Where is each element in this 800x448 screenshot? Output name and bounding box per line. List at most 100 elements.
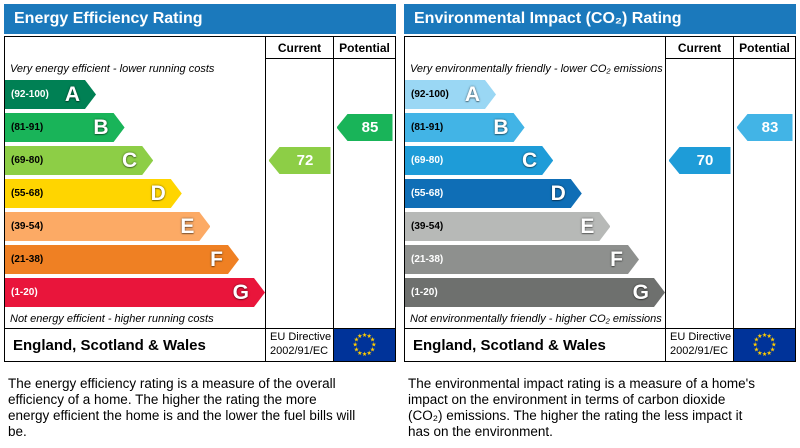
current-column-cell [265,78,333,111]
region-label: England, Scotland & Wales [413,336,606,354]
band-row-b: (81-91) B [405,111,665,144]
eu-flag-field [734,329,795,361]
eu-star-icon: ★ [766,350,772,357]
band-a: (92-100) A [5,80,96,109]
potential-column-cell [333,243,395,276]
current-column-cell [265,309,333,328]
eu-star-icon: ★ [370,346,376,353]
band-b: (81-91) B [5,113,125,142]
current-column-cell [265,59,333,78]
column-header-spacer [5,37,265,59]
band-c-range: (69-80) [11,155,44,166]
chart-footer: England, Scotland & Wales EU Directive 2… [404,329,796,362]
band-row-a: (92-100) A [405,78,665,111]
potential-column-cell [733,210,795,243]
band-a: (92-100) A [405,80,496,109]
band-c-range: (69-80) [411,155,444,166]
band-e: (39-54) E [405,212,610,241]
potential-column-cell [333,210,395,243]
eu-star-icon: ★ [357,333,363,340]
band-g: (1-20) G [405,278,665,307]
band-g-letter: G [632,280,649,304]
potential-rating-cell: 85 [333,111,395,144]
band-e: (39-54) E [5,212,210,241]
band-e-range: (39-54) [411,221,444,232]
potential-column-cell [733,59,795,78]
potential-column-cell [733,78,795,111]
band-g-range: (1-20) [11,287,38,298]
current-column-cell [265,276,333,309]
potential-column-cell [733,309,795,328]
band-b-range: (81-91) [11,122,44,133]
energy-description: The energy efficiency rating is a measur… [8,376,356,439]
environmental-rating-chart: Current Potential Very environmentally f… [404,36,796,329]
energy-panel-title: Energy Efficiency Rating [4,4,396,34]
band-row-d: (55-68) D [405,177,665,210]
eu-star-icon: ★ [357,350,363,357]
current-column-cell [665,276,733,309]
band-b-range: (81-91) [411,122,444,133]
eu-star-icon: ★ [754,337,760,344]
potential-column-cell [333,59,395,78]
eu-directive: EU Directive 2002/91/EC [265,329,333,361]
band-b: (81-91) B [405,113,525,142]
eu-directive-line2: 2002/91/EC [670,345,729,357]
band-e-range: (39-54) [11,221,44,232]
bottom-note: Not environmentally friendly - higher CO… [410,312,662,325]
current-column-cell [265,177,333,210]
current-column-cell [665,59,733,78]
current-column-cell [665,111,733,144]
band-d-letter: D [550,181,566,205]
eu-star-icon: ★ [362,332,368,339]
eu-directive: EU Directive 2002/91/EC [665,329,733,361]
potential-column-header: Potential [733,37,795,59]
band-g-range: (1-20) [411,287,438,298]
environmental-rating-panel: Environmental Impact (CO₂) Rating Curren… [404,4,796,440]
band-row-e: (39-54) E [405,210,665,243]
potential-rating-value: 85 [361,119,379,136]
eu-star-icon: ★ [362,351,368,358]
eu-flag: ★ ★ ★ ★ ★ ★ ★ ★ ★ ★ ★ ★ [333,329,395,361]
band-c: (69-80) C [5,146,153,175]
potential-rating-value: 83 [761,119,779,136]
eu-stars: ★ ★★★★★★★★★★★ [353,332,378,358]
eu-star-icon: ★ [757,333,763,340]
energy-rating-panel: Energy Efficiency Rating Current Potenti… [4,4,396,440]
band-f-range: (21-38) [11,254,44,265]
band-row-e: (39-54) E [5,210,265,243]
energy-rating-chart: Current Potential Very energy efficient … [4,36,396,329]
band-f-letter: F [610,247,623,271]
eu-star-icon: ★ [770,346,776,353]
band-a-range: (92-100) [11,89,49,100]
top-note: Very energy efficient - lower running co… [10,62,215,75]
current-rating-value: 72 [296,152,314,169]
potential-column-cell [333,144,395,177]
band-f-letter: F [210,247,223,271]
band-c-letter: C [122,148,138,172]
eu-flag-svg: ★ ★★★★★★★★★★★ [734,329,795,361]
eu-star-icon: ★ [370,337,376,344]
band-row-c: (69-80) C [405,144,665,177]
potential-rating-arrow: 85 [336,114,393,141]
eu-star-icon: ★ [354,346,360,353]
potential-column-cell [733,276,795,309]
eu-stars: ★ ★★★★★★★★★★★ [753,332,778,358]
eu-directive-line2: 2002/91/EC [270,345,329,357]
current-column-header: Current [265,37,333,59]
eu-star-icon: ★ [753,341,759,348]
current-column-cell [665,78,733,111]
band-g: (1-20) G [5,278,265,307]
eu-star-icon: ★ [762,332,768,339]
current-column-cell [665,177,733,210]
environmental-description: The environmental impact rating is a mea… [408,376,755,439]
band-row-c: (69-80) C [5,144,265,177]
potential-column-header: Potential [333,37,395,59]
band-g-letter: G [232,280,249,304]
eu-star-icon: ★ [754,346,760,353]
potential-column-cell [733,144,795,177]
current-rating-arrow: 70 [668,147,731,174]
current-rating-arrow: 72 [268,147,331,174]
band-b-letter: B [493,115,509,139]
potential-column-cell [733,243,795,276]
